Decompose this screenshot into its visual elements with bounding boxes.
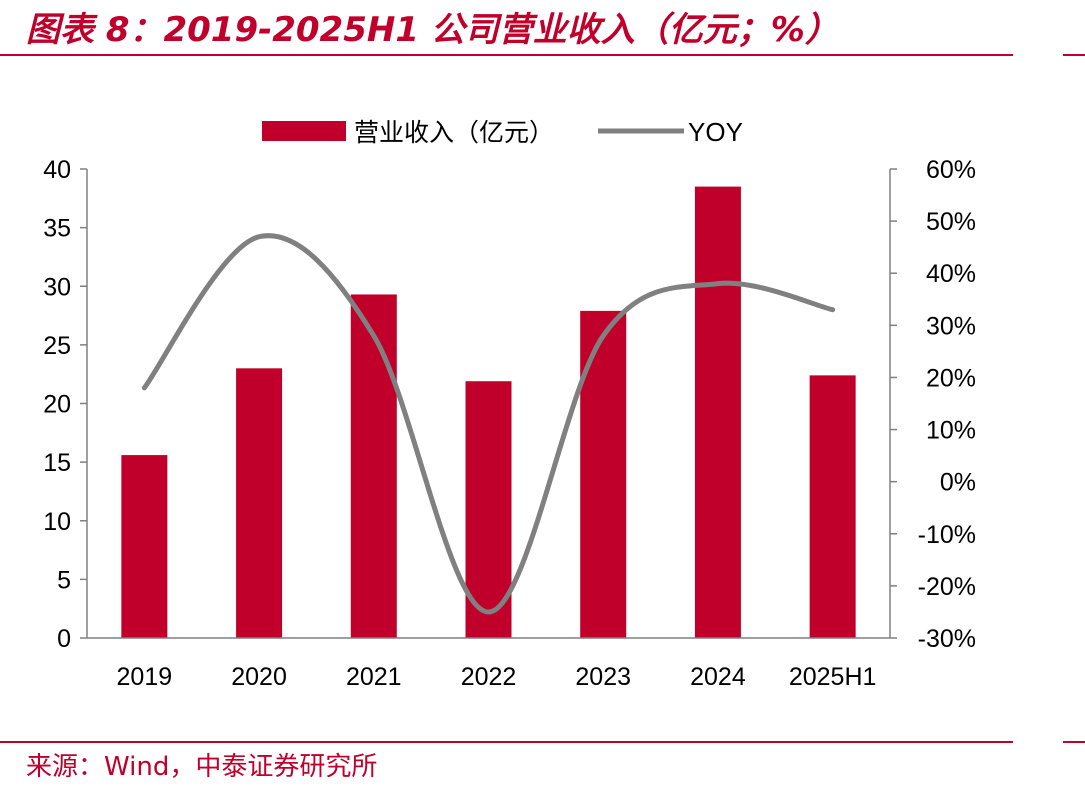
bar-2023 (580, 310, 627, 638)
left-tick-label: 15 (43, 449, 71, 477)
legend-bar-swatch (262, 121, 346, 141)
x-tick-label: 2022 (461, 663, 517, 691)
right-tick-label: 10% (926, 417, 976, 445)
left-tick-label: 25 (43, 332, 71, 360)
legend-bar-label: 营业收入（亿元） (354, 119, 554, 147)
x-tick-label: 2019 (117, 663, 173, 691)
x-tick-label: 2021 (346, 663, 402, 691)
bar-2025H1 (809, 375, 856, 638)
right-tick-label: 0% (940, 469, 976, 497)
title-rule-stub (1063, 54, 1085, 56)
source-rule-stub (1063, 741, 1085, 743)
line-layer (141, 233, 836, 615)
x-tick-label: 2023 (575, 663, 631, 691)
right-tick-label: -30% (918, 625, 976, 653)
x-tick-label: 2024 (690, 663, 746, 691)
legend: 营业收入（亿元） YOY (262, 117, 743, 147)
bar-2019 (121, 455, 168, 638)
bar-2021 (350, 294, 397, 638)
bar-2022 (465, 381, 512, 638)
bar-2020 (236, 368, 283, 638)
left-tick-label: 0 (57, 625, 71, 653)
source-note: 来源：Wind，中泰证券研究所 (26, 752, 378, 782)
left-tick-label: 20 (43, 391, 71, 419)
left-tick-label: 40 (43, 156, 71, 184)
left-tick-label: 5 (57, 566, 71, 594)
bar-2024 (694, 186, 741, 638)
title-rule (0, 54, 1013, 56)
x-tick-label: 2020 (231, 663, 287, 691)
right-tick-label: 40% (926, 260, 976, 288)
right-tick-label: 20% (926, 364, 976, 392)
right-tick-label: -10% (918, 521, 976, 549)
left-tick-label: 10 (43, 508, 71, 536)
right-tick-label: 50% (926, 208, 976, 236)
x-tick-label: 2025H1 (789, 663, 877, 691)
axes-layer: 0 5 10 15 20 25 30 35 40 -30% -20% -10% 0% 10% 20% 30% 4… (43, 156, 976, 691)
right-tick-label: -20% (918, 573, 976, 601)
right-tick-label: 60% (926, 156, 976, 184)
left-tick-label: 30 (43, 273, 71, 301)
legend-line-label: YOY (688, 117, 743, 147)
left-tick-label: 35 (43, 215, 71, 243)
figure-title: 图表 8：2019-2025H1 公司营业收入（亿元；%） (26, 10, 839, 50)
bars-layer (121, 186, 856, 638)
source-rule (0, 741, 1013, 743)
right-tick-label: 30% (926, 312, 976, 340)
